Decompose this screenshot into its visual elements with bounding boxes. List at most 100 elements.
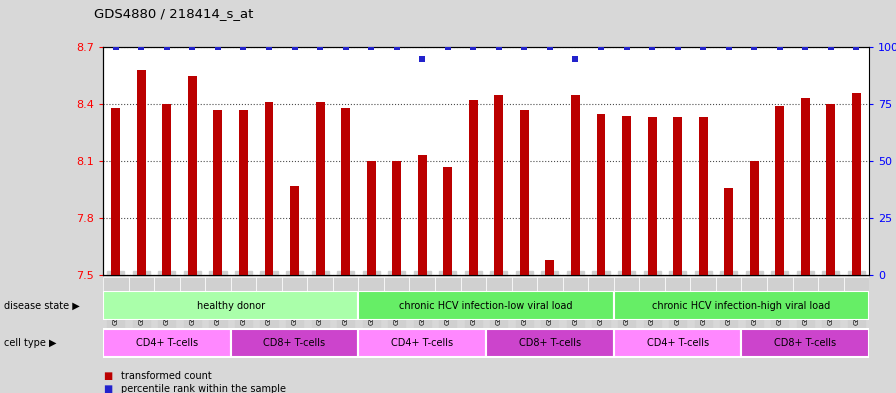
Bar bbox=[742, 329, 869, 357]
Bar bbox=[495, 95, 504, 275]
Point bbox=[798, 44, 813, 50]
Point bbox=[696, 44, 711, 50]
Point bbox=[108, 44, 123, 50]
Bar bbox=[461, 277, 487, 316]
Bar bbox=[111, 108, 120, 275]
Bar bbox=[435, 277, 461, 316]
Bar bbox=[546, 260, 555, 275]
Point bbox=[823, 44, 838, 50]
Bar bbox=[392, 161, 401, 275]
Point bbox=[594, 44, 608, 50]
Bar bbox=[409, 277, 435, 316]
Point bbox=[339, 44, 353, 50]
Bar bbox=[640, 277, 665, 316]
Bar bbox=[844, 277, 869, 316]
Bar bbox=[333, 277, 358, 316]
Bar bbox=[486, 277, 512, 316]
Text: percentile rank within the sample: percentile rank within the sample bbox=[121, 384, 286, 393]
Text: CD8+ T-cells: CD8+ T-cells bbox=[263, 338, 325, 348]
Bar bbox=[775, 106, 784, 275]
Bar bbox=[589, 277, 614, 316]
Bar bbox=[103, 292, 358, 320]
Point bbox=[185, 44, 200, 50]
Bar bbox=[742, 277, 767, 316]
Bar bbox=[826, 104, 835, 275]
Bar bbox=[154, 277, 179, 316]
Point bbox=[772, 44, 787, 50]
Text: CD4+ T-cells: CD4+ T-cells bbox=[136, 338, 198, 348]
Bar bbox=[103, 277, 129, 316]
Point bbox=[747, 44, 762, 50]
Point bbox=[849, 44, 864, 50]
Bar bbox=[418, 155, 426, 275]
Bar bbox=[264, 102, 273, 275]
Bar bbox=[256, 277, 282, 316]
Bar bbox=[103, 329, 231, 357]
Point bbox=[441, 44, 455, 50]
Point bbox=[517, 44, 531, 50]
Text: chronic HCV infection-low viral load: chronic HCV infection-low viral load bbox=[400, 301, 573, 310]
Bar bbox=[231, 329, 358, 357]
Text: CD4+ T-cells: CD4+ T-cells bbox=[647, 338, 709, 348]
Bar bbox=[383, 277, 409, 316]
Bar bbox=[801, 98, 810, 275]
Point bbox=[619, 44, 633, 50]
Point bbox=[159, 44, 174, 50]
Bar bbox=[622, 116, 631, 275]
Bar bbox=[444, 167, 452, 275]
Bar bbox=[538, 277, 563, 316]
Bar bbox=[129, 277, 154, 316]
Bar bbox=[213, 110, 222, 275]
Bar bbox=[614, 292, 869, 320]
Bar bbox=[614, 329, 742, 357]
Bar bbox=[341, 108, 350, 275]
Bar bbox=[614, 277, 640, 316]
Bar bbox=[793, 277, 818, 316]
Bar bbox=[315, 102, 324, 275]
Bar bbox=[307, 277, 333, 316]
Bar bbox=[162, 104, 171, 275]
Text: disease state ▶: disease state ▶ bbox=[4, 301, 81, 310]
Bar bbox=[188, 75, 197, 275]
Bar bbox=[281, 277, 307, 316]
Bar bbox=[563, 277, 589, 316]
Bar bbox=[716, 277, 742, 316]
Text: chronic HCV infection-high viral load: chronic HCV infection-high viral load bbox=[652, 301, 831, 310]
Point bbox=[645, 44, 659, 50]
Bar bbox=[290, 186, 299, 275]
Bar bbox=[852, 93, 861, 275]
Bar bbox=[358, 292, 614, 320]
Bar bbox=[137, 70, 146, 275]
Bar bbox=[648, 118, 657, 275]
Bar bbox=[690, 277, 716, 316]
Bar bbox=[205, 277, 231, 316]
Point bbox=[492, 44, 506, 50]
Point bbox=[466, 44, 480, 50]
Bar bbox=[512, 277, 538, 316]
Text: transformed count: transformed count bbox=[121, 371, 211, 382]
Bar bbox=[486, 329, 614, 357]
Bar bbox=[469, 100, 478, 275]
Bar bbox=[366, 161, 375, 275]
Point bbox=[670, 44, 685, 50]
Point bbox=[211, 44, 225, 50]
Text: CD4+ T-cells: CD4+ T-cells bbox=[392, 338, 453, 348]
Bar bbox=[358, 329, 487, 357]
Point bbox=[134, 44, 149, 50]
Bar bbox=[231, 277, 256, 316]
Point bbox=[313, 44, 327, 50]
Bar bbox=[750, 161, 759, 275]
Bar bbox=[673, 118, 682, 275]
Bar bbox=[520, 110, 529, 275]
Point bbox=[390, 44, 404, 50]
Bar bbox=[239, 110, 248, 275]
Bar bbox=[179, 277, 205, 316]
Point bbox=[543, 44, 557, 50]
Text: ■: ■ bbox=[103, 371, 112, 382]
Bar bbox=[571, 95, 580, 275]
Point bbox=[364, 44, 378, 50]
Bar bbox=[724, 188, 733, 275]
Bar bbox=[358, 277, 384, 316]
Point bbox=[721, 44, 736, 50]
Text: cell type ▶: cell type ▶ bbox=[4, 338, 57, 348]
